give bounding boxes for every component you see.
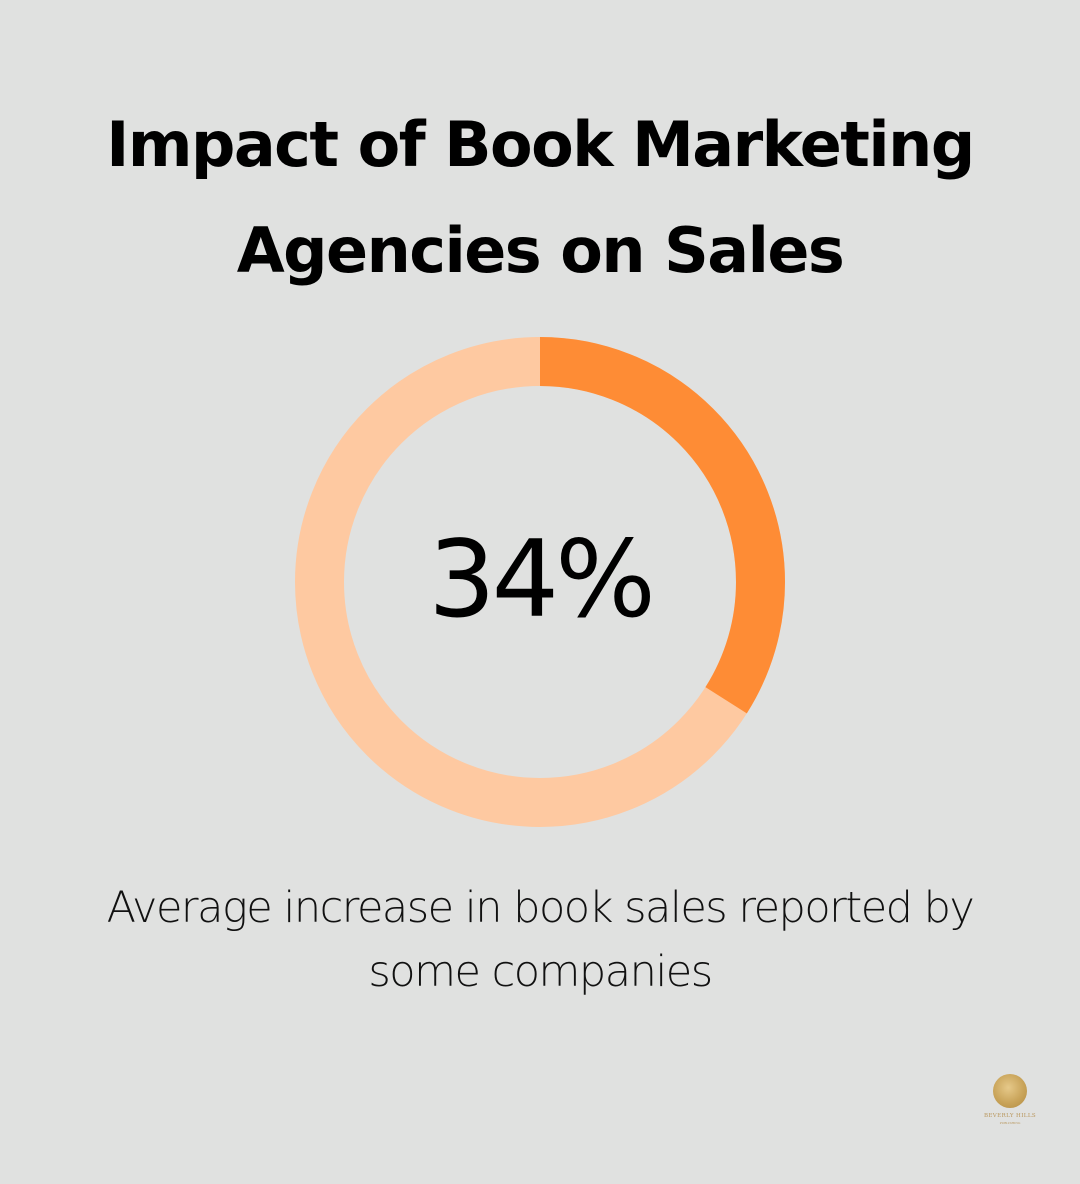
title-line-1: Impact of Book Marketing — [106, 108, 975, 181]
logo-subtitle: PUBLISHING — [999, 1121, 1021, 1125]
donut-highlight-segment — [295, 337, 785, 827]
chart-title: Impact of Book Marketing Agencies on Sal… — [40, 92, 1040, 304]
ornate-medallion-icon — [993, 1074, 1027, 1108]
logo-name: BEVERLY HILLS — [983, 1113, 1037, 1119]
caption-line-1: Average increase in book sales reported … — [106, 883, 975, 933]
stat-caption: Average increase in book sales reported … — [40, 876, 1040, 1004]
brand-logo: BEVERLY HILLS PUBLISHING — [972, 1074, 1048, 1134]
stat-value: 34% — [428, 517, 656, 641]
donut-chart — [295, 337, 785, 827]
title-line-2: Agencies on Sales — [236, 214, 845, 287]
caption-line-2: some companies — [368, 947, 713, 997]
